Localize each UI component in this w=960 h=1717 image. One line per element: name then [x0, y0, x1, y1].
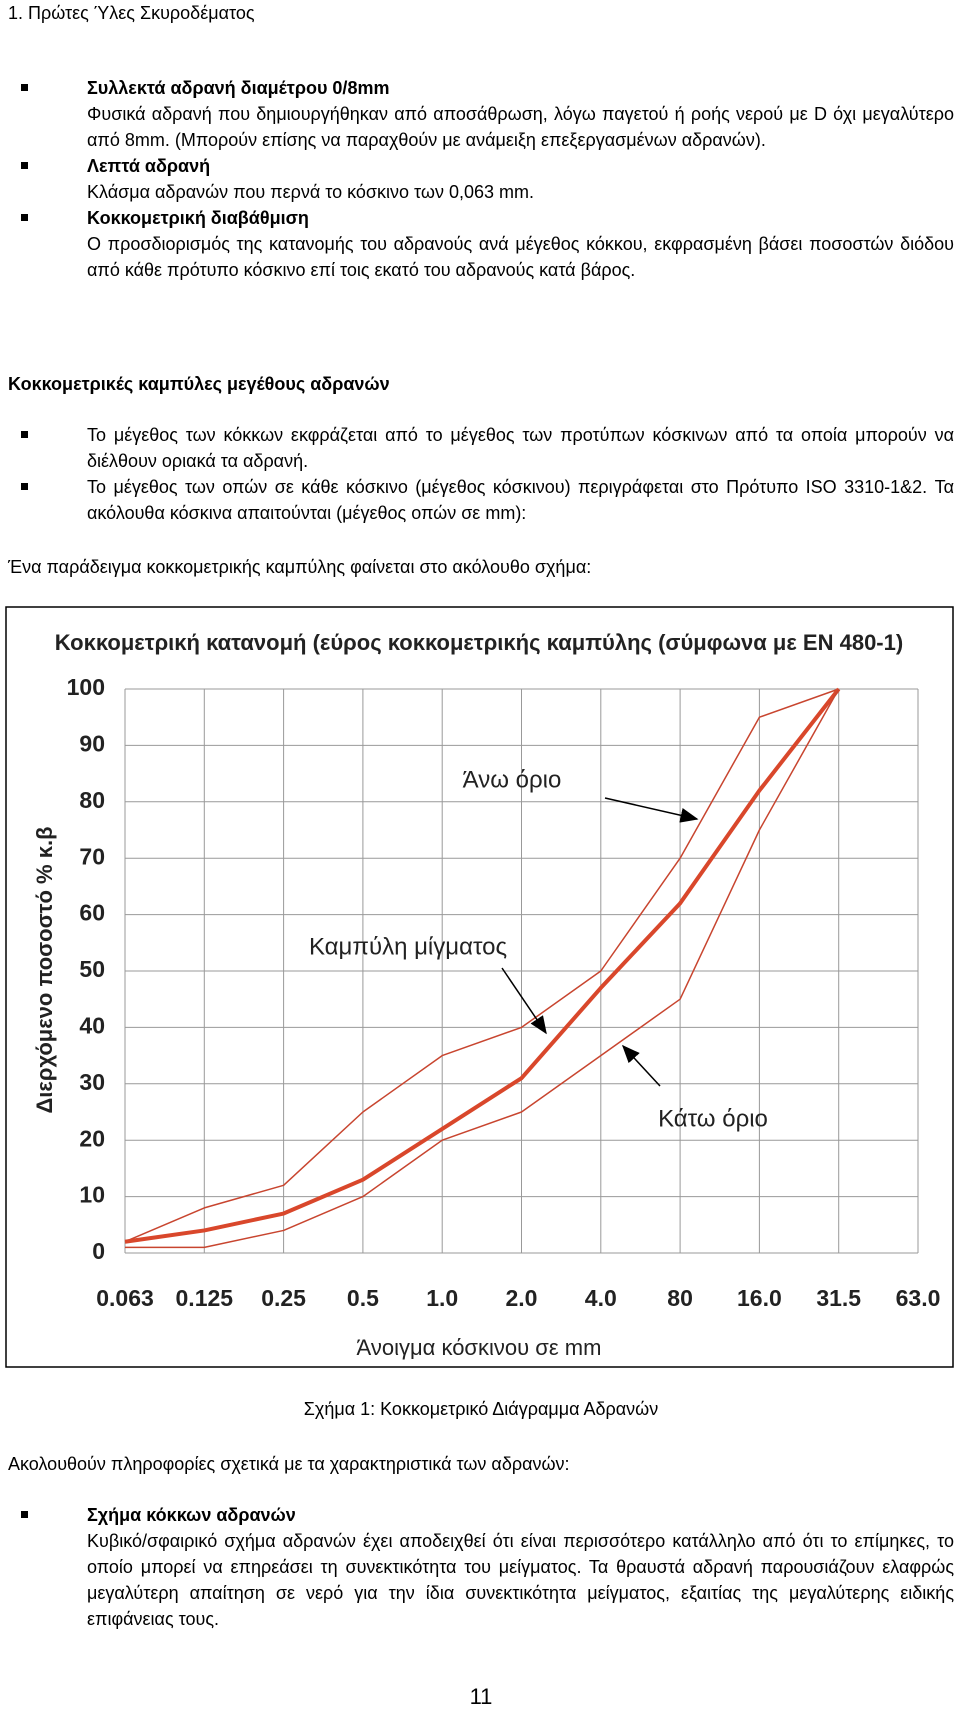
header: 1. Πρώτες Ύλες Σκυροδέματος [8, 3, 255, 23]
list-item: Συλλεκτά αδρανή διαμέτρου 0/8mm Φυσικά αδ… [21, 75, 954, 153]
y-tick-label: 10 [79, 1182, 105, 1208]
annotation-arrow [604, 797, 699, 823]
page-number: 11 [469, 1684, 493, 1709]
chart-title: Κοκκομετρική κατανομή (εύρος κοκκομετρικ… [55, 630, 903, 655]
y-axis-label: Διερχόμενο ποσοστό % κ.β [32, 826, 57, 1113]
paragraph: Ακολουθούν πληροφορίες σχετικά με τα χαρ… [8, 1454, 570, 1474]
item-title: Κοκκομετρική διαβάθμιση [87, 208, 309, 228]
x-tick-label: 2.0 [506, 1285, 538, 1311]
item-title: Σχήμα κόκκων αδρανών [87, 1505, 296, 1525]
item-text: Κλάσμα αδρανών που περνά το κόσκινο των … [87, 182, 534, 202]
list: Συλλεκτά αδρανή διαμέτρου 0/8mm Φυσικά αδ… [21, 75, 954, 283]
y-tick-label: 40 [79, 1012, 105, 1038]
series-line [125, 688, 840, 1249]
paragraph: Ένα παράδειγμα κοκκομετρικής καμπύλης φα… [8, 557, 592, 577]
annotation-arrow [621, 1044, 661, 1087]
x-axis-label: Άνοιγμα κόσκινου σε mm [357, 1335, 602, 1360]
annotation: Άνω όριο [463, 766, 562, 793]
y-tick-label: 60 [79, 900, 105, 926]
x-tick-label: 63.0 [896, 1285, 941, 1311]
list-item: Σχήμα κόκκων αδρανών Κυβικό/σφαιρικό σχήμ… [21, 1502, 954, 1632]
x-tick-label: 16.0 [737, 1285, 782, 1311]
x-tick-label: 0.125 [176, 1285, 234, 1311]
item-text: Φυσικά αδρανή που δημιουργήθηκαν από απο… [87, 104, 954, 150]
x-tick-label: 1.0 [426, 1285, 458, 1311]
section-heading: Κοκκομετρικές καμπύλες μεγέθους αδρανών [8, 374, 390, 394]
x-tick-label: 80 [667, 1285, 693, 1311]
list: Το μέγεθος των κόκκων εκφράζεται από το … [21, 422, 954, 526]
y-tick-label: 100 [67, 674, 105, 700]
y-tick-label: 70 [79, 843, 105, 869]
list: Σχήμα κόκκων αδρανών Κυβικό/σφαιρικό σχήμ… [21, 1502, 954, 1632]
caption: Σχήμα 1: Κοκκομετρικό Διάγραμμα Αδρανών [303, 1399, 659, 1419]
item-text: Κυβικό/σφαιρικό σχήμα αδρανών έχει αποδε… [87, 1531, 954, 1629]
chart-frame [5, 606, 954, 1368]
item-title: Λεπτά αδρανή [87, 156, 211, 176]
y-tick-label: 0 [92, 1238, 105, 1264]
annotation: Καμπύλη μίγματος [309, 933, 507, 960]
x-tick-label: 0.063 [96, 1285, 154, 1311]
chart: Κοκκομετρική κατανομή (εύρος κοκκομετρικ… [5, 606, 954, 1368]
list-item: Το μέγεθος των οπών σε κάθε κόσκινο (μέγ… [21, 474, 954, 526]
x-tick-label: 31.5 [816, 1285, 861, 1311]
x-tick-label: 4.0 [585, 1285, 617, 1311]
y-tick-label: 30 [79, 1069, 105, 1095]
y-tick-label: 50 [79, 956, 105, 982]
item-title: Συλλεκτά αδρανή διαμέτρου 0/8mm [87, 78, 390, 98]
y-tick-label: 20 [79, 1125, 105, 1151]
y-tick-label: 80 [79, 787, 105, 813]
item-text: Ο προσδιορισμός της κατανομής του αδρανο… [87, 234, 954, 280]
list-item: Κοκκομετρική διαβάθμιση Ο προσδιορισμός τ… [21, 205, 954, 283]
series-line [124, 688, 839, 1243]
annotation-arrow [501, 967, 547, 1035]
series-line [124, 687, 841, 1244]
x-tick-label: 0.25 [261, 1285, 306, 1311]
y-tick-label: 90 [79, 730, 105, 756]
list-item: Το μέγεθος των κόκκων εκφράζεται από το … [21, 422, 954, 474]
x-tick-label: 0.5 [347, 1285, 379, 1311]
list-item: Λεπτά αδρανή Κλάσμα αδρανών που περνά το … [21, 153, 954, 205]
annotation: Κάτω όριο [658, 1105, 768, 1132]
